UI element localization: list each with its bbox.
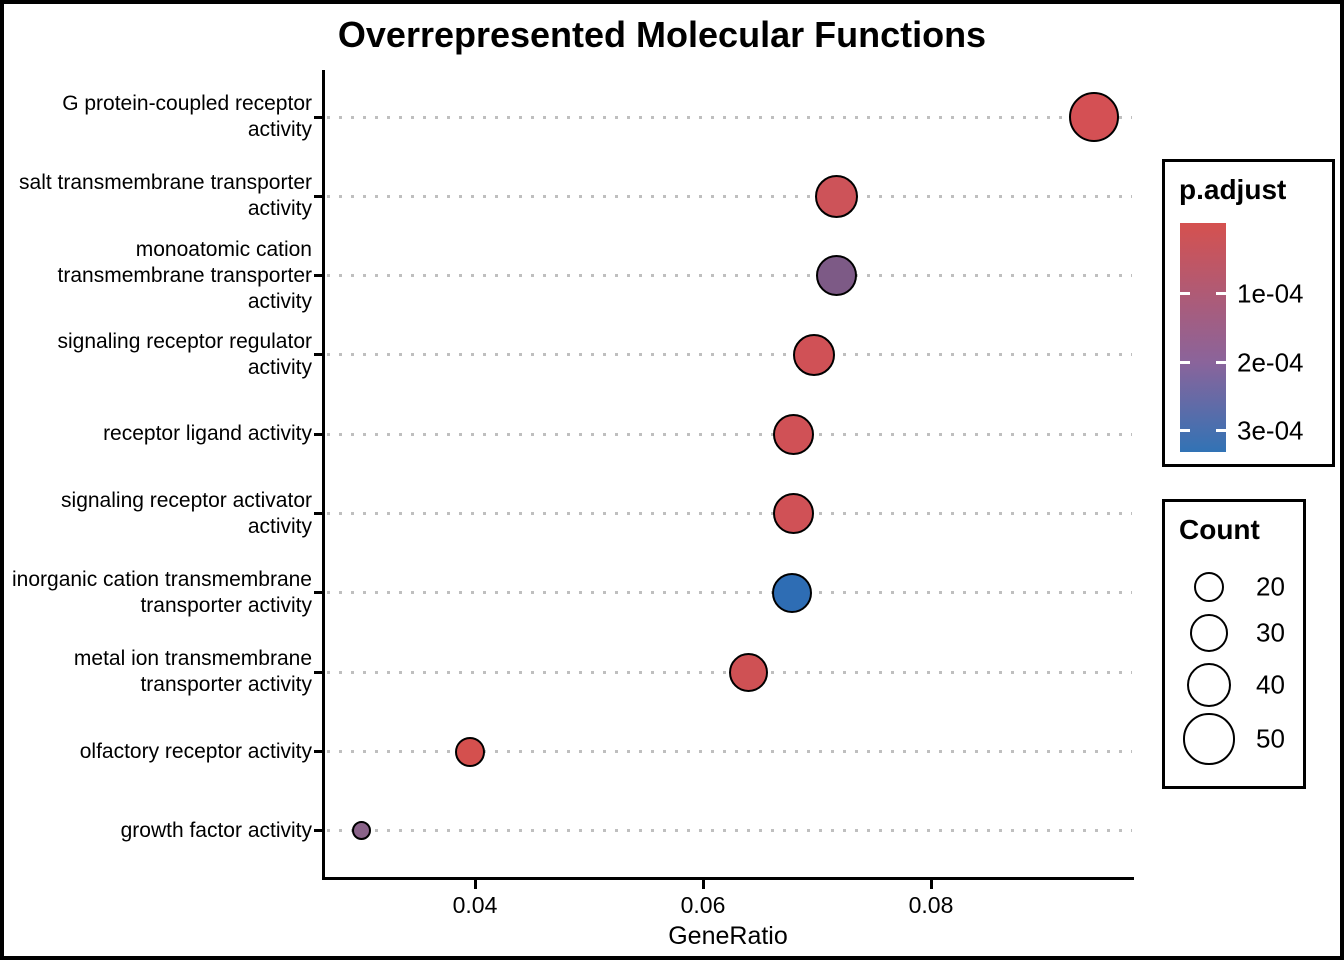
x-tick <box>701 880 705 889</box>
count-legend-label: 20 <box>1256 571 1285 602</box>
x-tick <box>929 880 933 889</box>
count-legend-label: 40 <box>1256 669 1285 700</box>
y-tick <box>314 353 323 357</box>
y-axis-label: salt transmembrane transporter activity <box>19 171 312 221</box>
data-point <box>772 493 814 535</box>
y-axis-label: G protein-coupled receptor activity <box>62 92 312 141</box>
count-legend-label: 50 <box>1256 723 1285 754</box>
colorbar-tick-right <box>1216 292 1226 296</box>
x-tick-label: 0.06 <box>680 892 726 918</box>
gridline <box>327 353 1132 357</box>
data-point <box>792 333 835 376</box>
gridline <box>327 591 1132 595</box>
y-axis-label: growth factor activity <box>120 818 312 842</box>
y-axis-label: receptor ligand activity <box>103 422 312 446</box>
gridline <box>327 512 1132 516</box>
y-axis-label: signaling receptor activator activity <box>61 488 312 538</box>
y-axis-label: monoatomic cation transmembrane transpor… <box>57 237 312 313</box>
count-legend-circle <box>1190 614 1228 652</box>
colorbar-tick-label: 2e-04 <box>1237 347 1304 378</box>
data-point <box>771 572 812 613</box>
colorbar-tick-left <box>1180 361 1190 365</box>
data-point <box>815 255 857 297</box>
p-adjust-colorbar <box>1180 223 1226 452</box>
y-tick <box>314 829 323 833</box>
count-legend-label: 30 <box>1256 617 1285 648</box>
data-point <box>455 736 486 767</box>
chart-title: Overrepresented Molecular Functions <box>337 14 987 55</box>
x-tick <box>473 880 477 889</box>
y-tick <box>314 591 323 595</box>
y-axis-line <box>322 70 325 880</box>
y-tick <box>314 274 323 278</box>
y-axis-label: olfactory receptor activity <box>79 739 312 763</box>
y-tick <box>314 512 323 516</box>
gridline <box>327 194 1132 198</box>
colorbar-tick-left <box>1180 429 1190 433</box>
y-tick <box>314 432 323 436</box>
count-legend-circle <box>1183 713 1235 765</box>
x-tick-label: 0.04 <box>452 892 498 918</box>
legend-count-title: Count <box>1179 514 1260 545</box>
colorbar-tick-left <box>1180 292 1190 296</box>
data-point <box>729 652 769 692</box>
colorbar-tick-right <box>1216 361 1226 365</box>
x-axis-title: GeneRatio <box>668 922 788 950</box>
gridline <box>327 432 1132 436</box>
gridline <box>327 274 1132 278</box>
count-legend-circle <box>1194 572 1224 602</box>
x-tick-label: 0.08 <box>908 892 954 918</box>
data-point <box>772 413 814 455</box>
gridline <box>327 829 1132 833</box>
y-tick <box>314 670 323 674</box>
data-point <box>814 174 858 218</box>
data-point <box>1069 92 1120 142</box>
x-axis-line <box>322 877 1134 880</box>
y-tick <box>314 194 323 198</box>
legend-p-adjust-title: p.adjust <box>1179 174 1287 205</box>
y-axis-label: metal ion transmembrane transporter acti… <box>73 647 312 697</box>
gridline <box>327 750 1132 754</box>
count-legend-circle <box>1186 662 1232 708</box>
gridline <box>327 115 1132 119</box>
y-tick <box>314 115 323 119</box>
legend-count: Count 20 30 40 50 <box>1162 499 1306 789</box>
y-axis-label: signaling receptor regulator activity <box>57 329 312 379</box>
y-tick <box>314 750 323 754</box>
y-axis-label: inorganic cation transmembrane transport… <box>12 567 312 617</box>
colorbar-tick-right <box>1216 429 1226 433</box>
colorbar-tick-label: 1e-04 <box>1237 278 1304 309</box>
legend-p-adjust: p.adjust 1e-04 2e-04 3e-04 <box>1162 159 1335 467</box>
data-point <box>351 821 371 841</box>
colorbar-tick-label: 3e-04 <box>1237 415 1304 446</box>
